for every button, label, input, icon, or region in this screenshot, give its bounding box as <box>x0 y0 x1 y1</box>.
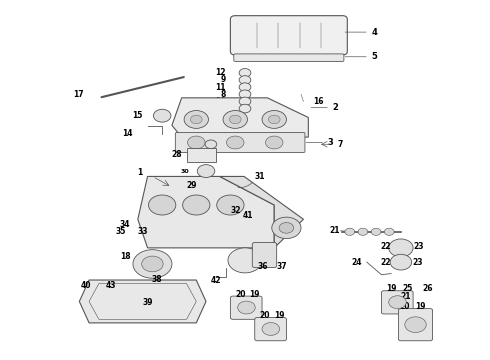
Text: 19: 19 <box>274 311 284 320</box>
Circle shape <box>239 97 251 106</box>
Polygon shape <box>220 176 303 248</box>
Text: 42: 42 <box>211 276 221 285</box>
Text: 26: 26 <box>423 284 433 293</box>
FancyBboxPatch shape <box>175 132 305 153</box>
Text: 39: 39 <box>142 298 153 307</box>
Circle shape <box>228 248 262 273</box>
Text: 24: 24 <box>351 258 362 267</box>
Text: 32: 32 <box>230 206 241 215</box>
Circle shape <box>142 256 163 272</box>
Circle shape <box>239 76 251 84</box>
Circle shape <box>389 296 406 309</box>
FancyBboxPatch shape <box>234 54 344 62</box>
FancyBboxPatch shape <box>252 243 277 267</box>
Text: 38: 38 <box>152 275 163 284</box>
FancyBboxPatch shape <box>230 16 347 55</box>
Circle shape <box>191 115 202 124</box>
Text: 25: 25 <box>402 284 413 293</box>
Text: 19: 19 <box>386 284 396 293</box>
Circle shape <box>133 249 172 278</box>
Text: 20: 20 <box>399 302 410 311</box>
Circle shape <box>371 228 381 235</box>
Circle shape <box>188 136 205 149</box>
Text: 30: 30 <box>180 168 189 174</box>
Text: 15: 15 <box>132 111 143 120</box>
Circle shape <box>223 111 247 129</box>
Circle shape <box>262 323 280 336</box>
Text: 3: 3 <box>306 138 334 147</box>
Text: 43: 43 <box>106 281 117 290</box>
Circle shape <box>269 115 280 124</box>
Circle shape <box>266 136 283 149</box>
FancyBboxPatch shape <box>230 296 262 319</box>
Text: 4: 4 <box>345 28 378 37</box>
Text: 21: 21 <box>329 225 340 234</box>
Circle shape <box>197 165 215 177</box>
Polygon shape <box>79 280 206 323</box>
Circle shape <box>358 228 368 235</box>
Text: 16: 16 <box>313 97 324 106</box>
Circle shape <box>239 104 251 113</box>
Text: 23: 23 <box>414 242 424 251</box>
Circle shape <box>217 195 244 215</box>
Circle shape <box>239 68 251 77</box>
Text: 20: 20 <box>235 290 245 299</box>
FancyBboxPatch shape <box>381 291 413 314</box>
Text: 19: 19 <box>415 302 426 311</box>
Circle shape <box>389 239 413 257</box>
Text: 9: 9 <box>220 76 225 85</box>
Text: 34: 34 <box>120 220 130 229</box>
Text: 21: 21 <box>400 292 411 301</box>
Text: 1: 1 <box>137 168 143 177</box>
Text: 18: 18 <box>120 252 130 261</box>
Text: 7: 7 <box>338 140 343 149</box>
Circle shape <box>279 222 294 233</box>
Text: 40: 40 <box>81 281 92 290</box>
FancyBboxPatch shape <box>398 309 433 341</box>
Bar <box>187 148 216 162</box>
Text: 6: 6 <box>191 140 196 149</box>
Text: 28: 28 <box>171 150 182 159</box>
Circle shape <box>405 317 426 333</box>
Text: 10: 10 <box>215 97 225 106</box>
Text: 31: 31 <box>255 172 265 181</box>
Circle shape <box>390 254 412 270</box>
Text: 14: 14 <box>122 129 133 138</box>
Text: 37: 37 <box>277 262 287 271</box>
Text: 8: 8 <box>220 90 225 99</box>
Text: 23: 23 <box>412 258 422 267</box>
Text: 12: 12 <box>215 68 225 77</box>
Circle shape <box>226 136 244 149</box>
Circle shape <box>239 90 251 99</box>
Text: 13: 13 <box>215 104 225 113</box>
Text: 36: 36 <box>257 262 268 271</box>
Circle shape <box>205 140 217 149</box>
Text: 22: 22 <box>381 242 391 251</box>
Circle shape <box>148 195 176 215</box>
Circle shape <box>239 83 251 91</box>
Polygon shape <box>138 176 274 248</box>
Circle shape <box>184 111 208 129</box>
Circle shape <box>229 115 241 124</box>
Text: 2: 2 <box>311 103 339 112</box>
Circle shape <box>238 301 255 314</box>
Text: 11: 11 <box>215 83 225 92</box>
Circle shape <box>153 109 171 122</box>
Text: 5: 5 <box>345 52 378 61</box>
Polygon shape <box>172 98 308 137</box>
Text: 22: 22 <box>381 258 391 267</box>
FancyBboxPatch shape <box>255 318 287 341</box>
Circle shape <box>345 228 355 235</box>
Text: 17: 17 <box>74 90 84 99</box>
Text: 41: 41 <box>243 211 253 220</box>
Circle shape <box>183 195 210 215</box>
Text: 19: 19 <box>249 290 260 299</box>
Text: 29: 29 <box>187 181 197 190</box>
Text: 33: 33 <box>138 227 148 236</box>
Circle shape <box>384 228 394 235</box>
Text: 20: 20 <box>259 311 270 320</box>
Text: 35: 35 <box>115 227 125 236</box>
Circle shape <box>262 111 287 129</box>
Circle shape <box>272 217 301 239</box>
